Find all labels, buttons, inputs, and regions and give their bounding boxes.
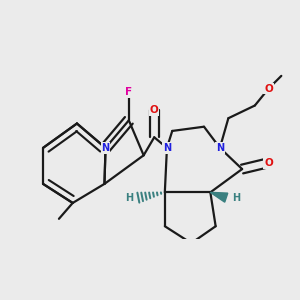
Text: O: O [264,84,273,94]
Text: N: N [163,143,171,153]
Text: F: F [125,87,132,97]
Text: N: N [216,143,224,153]
Polygon shape [210,192,228,202]
Text: N: N [101,143,110,153]
Text: H: H [125,193,133,203]
Text: O: O [150,105,159,115]
Text: H: H [232,193,240,203]
Text: O: O [264,158,273,168]
